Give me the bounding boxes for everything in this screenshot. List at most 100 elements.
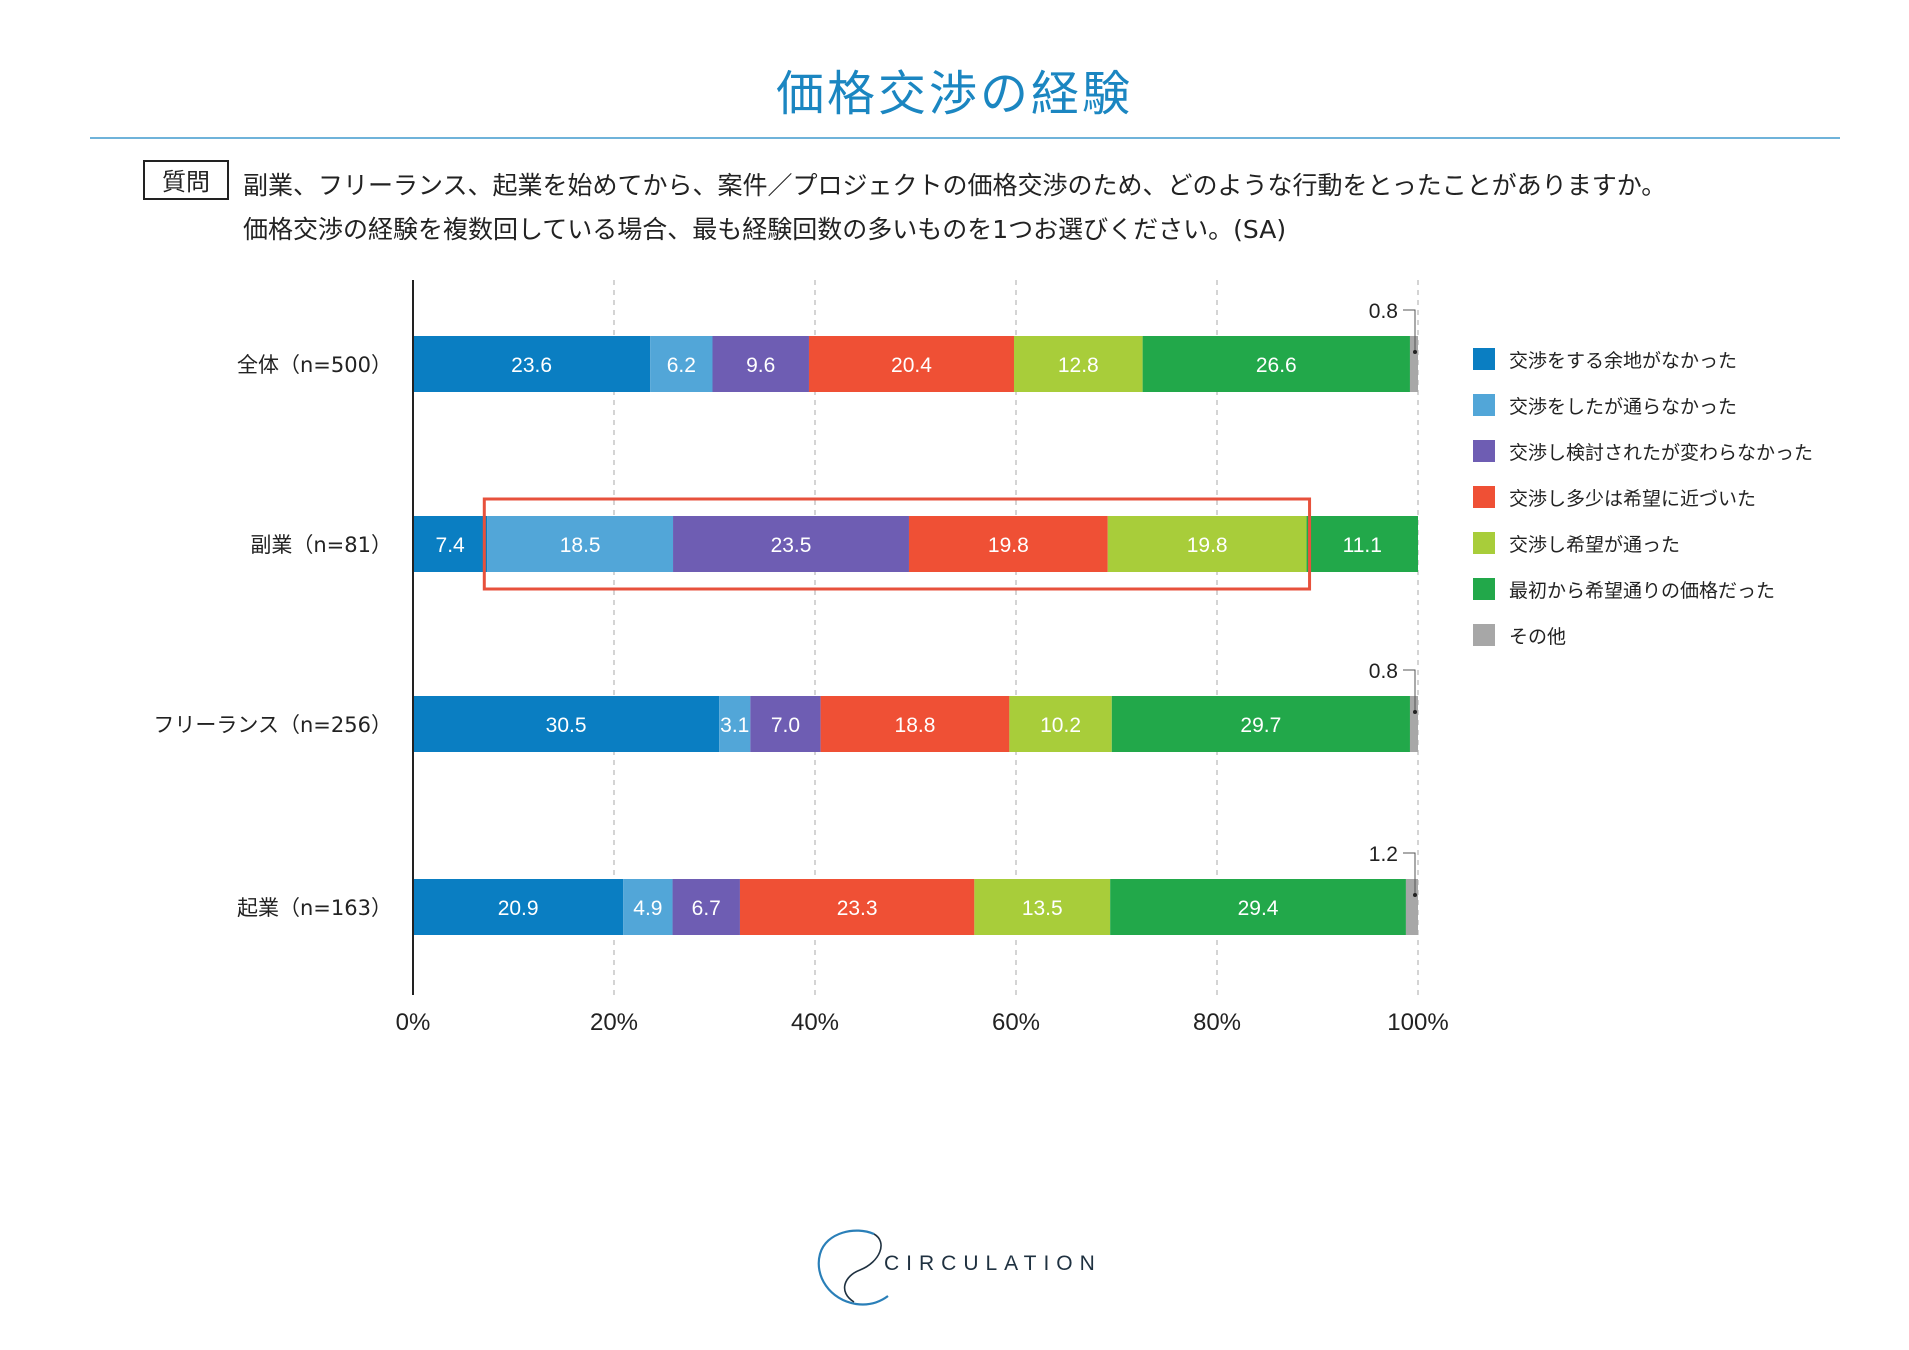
legend-label: その他: [1509, 625, 1567, 648]
bar-segment: [1009, 696, 1112, 752]
bar-segment: [712, 336, 809, 392]
leader-line: [1403, 669, 1416, 712]
bar-segment: [413, 516, 488, 572]
bar-segment: [1409, 336, 1418, 392]
data-label: 9.6: [746, 354, 775, 377]
data-label: 0.8: [1369, 300, 1398, 323]
x-tick-label: 80%: [1193, 1009, 1241, 1036]
category-label: 全体（n=500）: [237, 353, 392, 377]
data-label: 10.2: [1040, 714, 1081, 737]
legend-label: 交渉をする余地がなかった: [1509, 349, 1738, 372]
x-tick-label: 40%: [791, 1009, 839, 1036]
x-tick-label: 60%: [992, 1009, 1040, 1036]
highlight-box: [482, 497, 1312, 591]
leader-dot: [1413, 710, 1417, 714]
legend-item: 交渉し希望が通った: [1473, 520, 1813, 566]
bar-segment: [1107, 516, 1307, 572]
category-label: 起業（n=163）: [237, 896, 392, 920]
legend-label: 交渉し希望が通った: [1509, 533, 1681, 556]
leader-line: [1403, 309, 1416, 352]
bar-segment: [1110, 879, 1406, 935]
data-label: 4.9: [633, 897, 662, 920]
legend-swatch: [1473, 532, 1495, 554]
bar-segment: [1142, 336, 1410, 392]
legend-swatch: [1473, 440, 1495, 462]
bar-segment: [1409, 696, 1418, 752]
bar-segment: [487, 516, 674, 572]
legend-item: 交渉し多少は希望に近づいた: [1473, 474, 1813, 520]
bar-segment: [673, 516, 909, 572]
data-label: 20.4: [891, 354, 932, 377]
chart-title: 価格交渉の経験: [775, 66, 1133, 122]
data-label: 29.4: [1238, 897, 1279, 920]
category-label: 副業（n=81）: [250, 533, 392, 557]
data-label: 11.1: [1343, 534, 1382, 557]
data-label: 23.3: [837, 897, 878, 920]
data-label: 20.9: [498, 897, 539, 920]
question-badge: 質問: [143, 160, 229, 200]
legend-swatch: [1473, 624, 1495, 646]
data-label: 12.8: [1058, 354, 1099, 377]
legend-label: 交渉し検討されたが変わらなかった: [1509, 441, 1814, 464]
title-divider: [90, 137, 1840, 139]
bar-segment: [672, 879, 740, 935]
bar-segment: [750, 696, 821, 752]
legend-label: 最初から希望通りの価格だった: [1509, 579, 1776, 602]
bar-segment: [719, 696, 751, 752]
data-label: 7.4: [436, 534, 466, 557]
data-label: 6.2: [667, 354, 696, 377]
chart-legend: 交渉をする余地がなかった 交渉をしたが通らなかった交渉し検討されたが変わらなかった…: [1473, 336, 1813, 658]
data-label: 3.1: [720, 714, 749, 737]
data-label: 30.5: [546, 714, 587, 737]
data-label: 19.8: [988, 534, 1029, 557]
legend-item: 交渉をする余地がなかった: [1473, 336, 1813, 382]
bar-segment: [739, 879, 975, 935]
question-text-line-1: 副業、フリーランス、起業を始めてから、案件／プロジェクトの価格交渉のため、どのよ…: [243, 171, 1667, 200]
bar-segment: [1111, 696, 1410, 752]
data-label: 19.8: [1187, 534, 1228, 557]
data-label: 1.2: [1369, 843, 1398, 866]
circulation-logo-icon: [817, 1229, 889, 1306]
x-tick-label: 100%: [1387, 1009, 1448, 1036]
legend-item: 交渉をしたが通らなかった: [1473, 382, 1813, 428]
bar-segment: [908, 516, 1108, 572]
data-label: 18.5: [560, 534, 601, 557]
legend-label: 交渉し多少は希望に近づいた: [1509, 487, 1757, 510]
leader-dot: [1413, 893, 1417, 897]
bar-segment: [974, 879, 1111, 935]
bar-segment: [820, 696, 1010, 752]
logo-text: CIRCULATION: [884, 1252, 1102, 1275]
bar-segment: [623, 879, 673, 935]
data-label: 0.8: [1369, 660, 1398, 683]
data-label: 18.8: [895, 714, 936, 737]
x-tick-label: 0%: [396, 1009, 431, 1036]
legend-item: その他: [1473, 612, 1813, 658]
question-text-line-2: 価格交渉の経験を複数回している場合、最も経験回数の多いものを1つお選びください。…: [243, 215, 1287, 244]
category-label: フリーランス（n=256）: [153, 713, 392, 737]
data-label: 29.7: [1240, 714, 1281, 737]
bar-segment: [413, 879, 624, 935]
bar-segment: [650, 336, 713, 392]
bar-segment: [413, 336, 651, 392]
data-label: 23.6: [511, 354, 552, 377]
data-label: 26.6: [1256, 354, 1297, 377]
data-label: 13.5: [1022, 897, 1063, 920]
x-tick-label: 20%: [590, 1009, 638, 1036]
legend-swatch: [1473, 486, 1495, 508]
bar-segment: [1013, 336, 1143, 392]
leader-line: [1403, 852, 1416, 895]
legend-swatch: [1473, 394, 1495, 416]
bar-segment: [413, 696, 720, 752]
legend-item: 交渉し検討されたが変わらなかった: [1473, 428, 1813, 474]
legend-swatch: [1473, 348, 1495, 370]
bar-segment: [1306, 516, 1418, 572]
bar-segment: [1405, 879, 1418, 935]
legend-swatch: [1473, 578, 1495, 600]
data-label: 7.0: [771, 714, 800, 737]
legend-label: 交渉をしたが通らなかった: [1509, 395, 1738, 418]
data-label: 23.5: [771, 534, 812, 557]
data-label: 6.7: [692, 897, 721, 920]
legend-item: 最初から希望通りの価格だった: [1473, 566, 1813, 612]
bar-segment: [808, 336, 1014, 392]
